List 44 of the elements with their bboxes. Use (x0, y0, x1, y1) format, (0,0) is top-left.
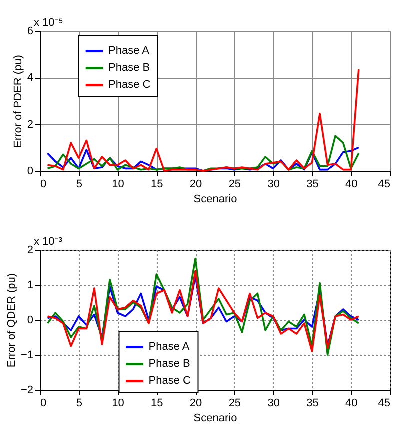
x-tick-label: 15 (151, 178, 164, 190)
x-tick-label: 20 (190, 398, 202, 410)
x-tick-label: 30 (268, 398, 280, 410)
y-tick-label: 2 (27, 244, 34, 256)
x-tick-label: 40 (345, 178, 358, 190)
line-series (46, 135, 360, 172)
line-series (46, 146, 360, 172)
y-tick-label: 1 (27, 280, 34, 292)
y-tick-label: 4 (27, 72, 34, 84)
legend-label: Phase A (148, 341, 190, 354)
x-tick-label: 0 (40, 178, 47, 190)
x-tick-label: 25 (228, 178, 242, 190)
x-tick-label: 45 (378, 178, 390, 190)
x-tick-label: 30 (268, 178, 280, 190)
text: x 10⁻⁵ (34, 17, 64, 29)
x-tick-label: 40 (345, 398, 358, 410)
x-axis-title: Scenario (194, 412, 238, 424)
y-tick-label: 0 (27, 166, 34, 178)
y-axis-title: Error of PDER (pu) (12, 55, 24, 148)
x-tick-label: 35 (306, 178, 319, 190)
legend-label: Phase A (108, 45, 150, 58)
y-tick-label: 2 (27, 118, 34, 131)
line-series (46, 258, 360, 356)
x-tick-label: 25 (228, 398, 242, 410)
y-tick-label: 6 (27, 26, 34, 38)
x-tick-label: 20 (190, 178, 202, 190)
x-tick-label: 10 (112, 178, 124, 190)
x-tick-label: 10 (112, 398, 124, 410)
legend-label: Phase B (148, 358, 190, 370)
y-tick-label: 0 (27, 314, 34, 326)
legend-label: Phase B (108, 62, 150, 74)
legend-label: Phase C (148, 375, 191, 388)
text: x 10⁻³ (34, 236, 63, 248)
x-tick-label: 35 (306, 398, 319, 410)
y-tick-label: −2 (20, 384, 34, 396)
x-tick-label: 15 (151, 398, 164, 410)
x-tick-label: 5 (76, 398, 82, 410)
x-tick-label: 45 (378, 398, 390, 410)
legend-label: Phase C (108, 79, 151, 92)
x-axis-title: Scenario (194, 194, 238, 206)
x-tick-label: 0 (40, 398, 47, 410)
y-axis-title: Error of QDER (pu) (6, 273, 18, 368)
x-tick-label: 5 (76, 178, 82, 190)
y-tick-label: −1 (20, 350, 34, 362)
